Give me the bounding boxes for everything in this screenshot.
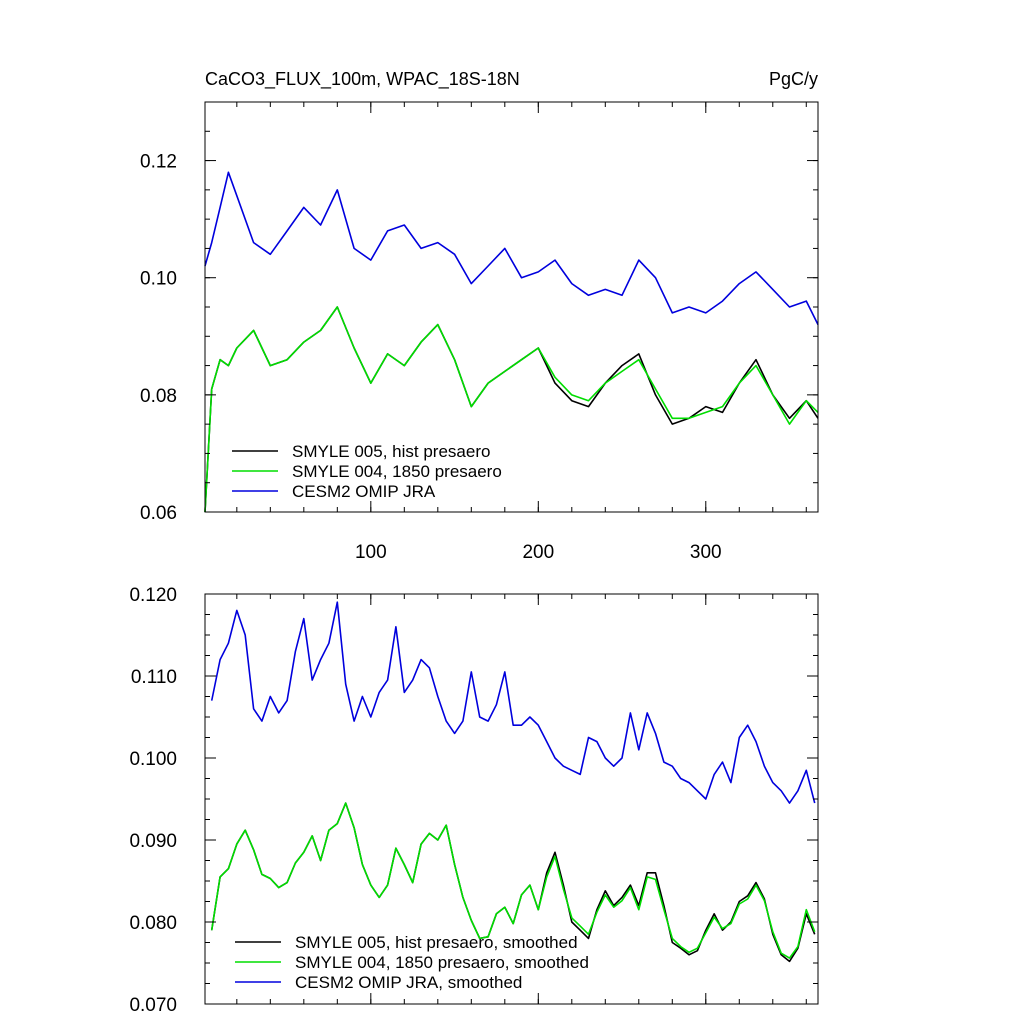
y-tick-label: 0.06 — [140, 503, 177, 524]
legend-label: SMYLE 005, hist presaero — [292, 442, 490, 461]
bottom-panel: 0.070 0.080 0.090 0.100 0.110 0.120 SMYLE 005,… — [129, 585, 819, 1016]
y-tick-label: 0.120 — [129, 585, 177, 606]
y-tick-label: 0.100 — [129, 749, 177, 770]
series-line-1 — [204, 306, 819, 513]
legend: SMYLE 005, hist presaero, smoothedSMYLE … — [235, 933, 589, 992]
bottom-plot-area: 0.070 0.080 0.090 0.100 0.110 0.120 SMYLE 005,… — [129, 585, 819, 1016]
y-tick-label: 0.070 — [129, 995, 177, 1016]
units-label: PgC/y — [769, 69, 818, 89]
top-plot-area: 0.06 0.08 0.10 0.12 100 200 300 SMYLE 005, hist… — [140, 101, 819, 563]
chart-title: CaCO3_FLUX_100m, WPAC_18S-18N — [205, 69, 520, 90]
y-tick-label: 0.080 — [129, 913, 177, 934]
top-panel: CaCO3_FLUX_100m, WPAC_18S-18N PgC/y 0.06… — [140, 69, 819, 563]
series-line-2 — [210, 601, 816, 804]
y-tick-label: 0.08 — [140, 386, 177, 407]
legend-label: SMYLE 005, hist presaero, smoothed — [295, 933, 578, 952]
legend-label: SMYLE 004, 1850 presaero, smoothed — [295, 953, 589, 972]
x-tick-label: 200 — [522, 542, 554, 563]
legend-label: SMYLE 004, 1850 presaero — [292, 462, 502, 481]
legend-label: CESM2 OMIP JRA, smoothed — [295, 973, 522, 992]
series-line-2 — [204, 171, 819, 325]
y-tick-label: 0.110 — [131, 667, 177, 688]
x-tick-label: 300 — [690, 542, 722, 563]
y-tick-label: 0.090 — [129, 831, 177, 852]
y-tick-label: 0.12 — [140, 152, 177, 173]
legend-label: CESM2 OMIP JRA — [292, 482, 436, 501]
y-tick-label: 0.10 — [140, 269, 177, 290]
x-tick-label: 100 — [355, 542, 387, 563]
series-line-1 — [210, 802, 816, 959]
